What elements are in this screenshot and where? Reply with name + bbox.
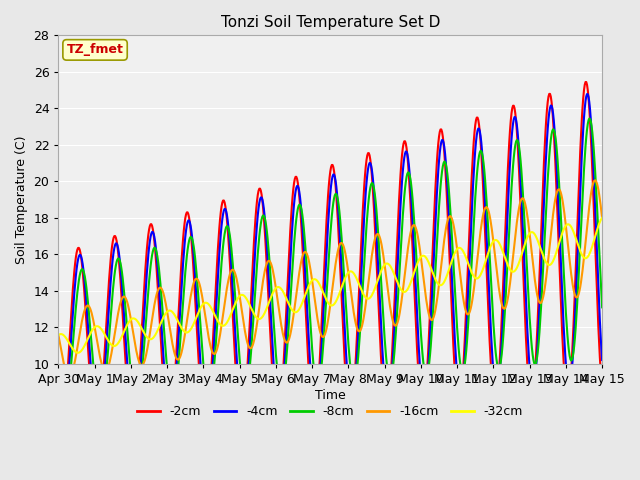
-16cm bbox=[429, 316, 437, 322]
-16cm bbox=[591, 178, 599, 183]
-2cm bbox=[198, 406, 206, 411]
-32cm bbox=[598, 215, 606, 221]
-2cm bbox=[54, 430, 62, 435]
-32cm bbox=[54, 332, 62, 338]
Line: -8cm: -8cm bbox=[58, 119, 602, 414]
-16cm bbox=[175, 357, 182, 362]
-2cm bbox=[598, 385, 606, 391]
-16cm bbox=[549, 212, 557, 217]
-32cm bbox=[74, 350, 82, 356]
-32cm bbox=[198, 303, 206, 309]
Line: -4cm: -4cm bbox=[58, 94, 602, 429]
-16cm bbox=[323, 326, 330, 332]
-2cm bbox=[549, 117, 557, 122]
-4cm bbox=[58, 426, 65, 432]
-8cm bbox=[598, 304, 606, 310]
-4cm bbox=[175, 335, 182, 341]
-16cm bbox=[65, 374, 73, 380]
Line: -2cm: -2cm bbox=[58, 82, 602, 436]
-32cm bbox=[549, 258, 557, 264]
-8cm bbox=[198, 344, 206, 349]
-32cm bbox=[175, 319, 182, 325]
-8cm bbox=[429, 310, 437, 316]
-2cm bbox=[56, 433, 64, 439]
-8cm bbox=[175, 360, 182, 366]
-8cm bbox=[54, 384, 62, 389]
-2cm bbox=[582, 79, 589, 85]
-2cm bbox=[323, 218, 330, 224]
-32cm bbox=[323, 297, 330, 303]
-16cm bbox=[198, 292, 206, 298]
-8cm bbox=[60, 411, 68, 417]
-2cm bbox=[376, 322, 383, 328]
-16cm bbox=[598, 216, 606, 221]
-2cm bbox=[175, 310, 182, 316]
Y-axis label: Soil Temperature (C): Soil Temperature (C) bbox=[15, 135, 28, 264]
-4cm bbox=[54, 413, 62, 419]
-8cm bbox=[323, 291, 330, 297]
-32cm bbox=[429, 271, 437, 276]
Text: TZ_fmet: TZ_fmet bbox=[67, 43, 124, 56]
X-axis label: Time: Time bbox=[315, 388, 346, 402]
-4cm bbox=[323, 249, 330, 255]
-4cm bbox=[376, 289, 383, 295]
-16cm bbox=[376, 233, 383, 239]
-8cm bbox=[549, 126, 557, 132]
-4cm bbox=[549, 110, 557, 116]
Title: Tonzi Soil Temperature Set D: Tonzi Soil Temperature Set D bbox=[221, 15, 440, 30]
-8cm bbox=[586, 116, 593, 121]
-32cm bbox=[376, 273, 383, 278]
-4cm bbox=[198, 382, 206, 387]
-4cm bbox=[583, 91, 591, 97]
-2cm bbox=[429, 239, 437, 244]
-4cm bbox=[429, 273, 437, 278]
-8cm bbox=[376, 250, 383, 255]
-4cm bbox=[598, 357, 606, 363]
Line: -32cm: -32cm bbox=[58, 218, 602, 353]
Line: -16cm: -16cm bbox=[58, 180, 602, 377]
Legend: -2cm, -4cm, -8cm, -16cm, -32cm: -2cm, -4cm, -8cm, -16cm, -32cm bbox=[132, 400, 528, 423]
-16cm bbox=[54, 333, 62, 338]
